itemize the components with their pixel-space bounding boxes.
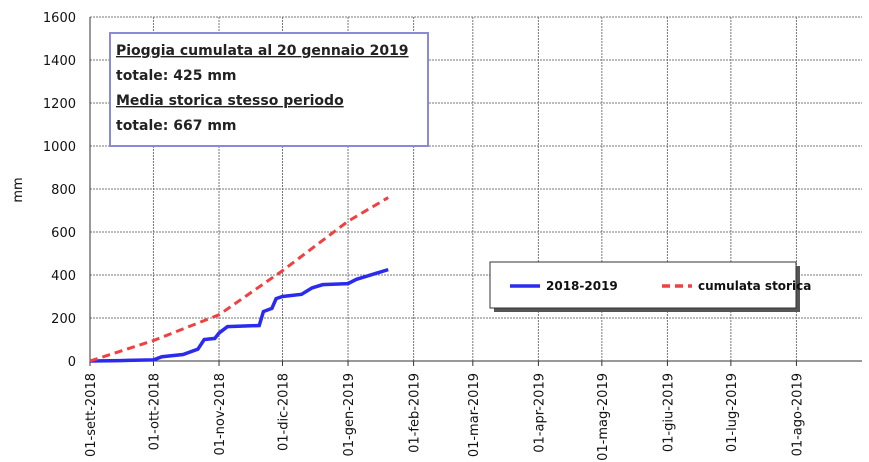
x-tick-label: 01-apr-2019 (532, 373, 547, 453)
legend-label: 2018-2019 (546, 279, 618, 293)
annotation: totale: 667 mm (116, 118, 237, 134)
annotation: Pioggia cumulata al 20 gennaio 2019 (116, 43, 409, 59)
y-tick-label: 400 (51, 269, 76, 284)
x-tick-label: 01-mar-2019 (467, 373, 482, 457)
x-tick-label: 01-mag-2019 (596, 373, 611, 461)
series-line (89, 267, 389, 363)
x-tick-label: 01-lug-2019 (725, 373, 740, 452)
y-tick-label: 200 (51, 312, 76, 327)
x-tick-label: 01-feb-2019 (408, 373, 423, 453)
y-tick-label: 1400 (43, 54, 76, 69)
x-tick-label: 01-gen-2019 (342, 373, 357, 457)
x-tick-label: 01-sett-2018 (84, 373, 99, 457)
plot-area: 0 200 400 600 800 1000 1200 1400 1600 01-sett-201… (43, 11, 862, 461)
y-tick-label: 1000 (43, 140, 76, 155)
series-line (89, 196, 389, 363)
y-tick-label: 600 (51, 226, 76, 241)
x-tick-label: 01-ago-2019 (790, 373, 805, 456)
y-tick-label: 1600 (43, 11, 76, 26)
y-tick-label: 800 (51, 183, 76, 198)
x-tick-label: 01-ott-2018 (147, 373, 162, 450)
y-tick-label: 1200 (43, 97, 76, 112)
legend (489, 261, 797, 309)
annotation: totale: 425 mm (116, 68, 237, 84)
legend-label: cumulata storica (698, 279, 811, 293)
annotation: Media storica stesso periodo (116, 93, 344, 109)
annotation-box (109, 32, 429, 147)
x-tick-label: 01-giu-2019 (661, 373, 676, 452)
x-tick-label: 01-dic-2018 (276, 373, 291, 451)
y-axis-label: mm (11, 177, 26, 202)
x-tick-label: 01-nov-2018 (213, 373, 228, 456)
y-tick-label: 0 (68, 355, 76, 370)
